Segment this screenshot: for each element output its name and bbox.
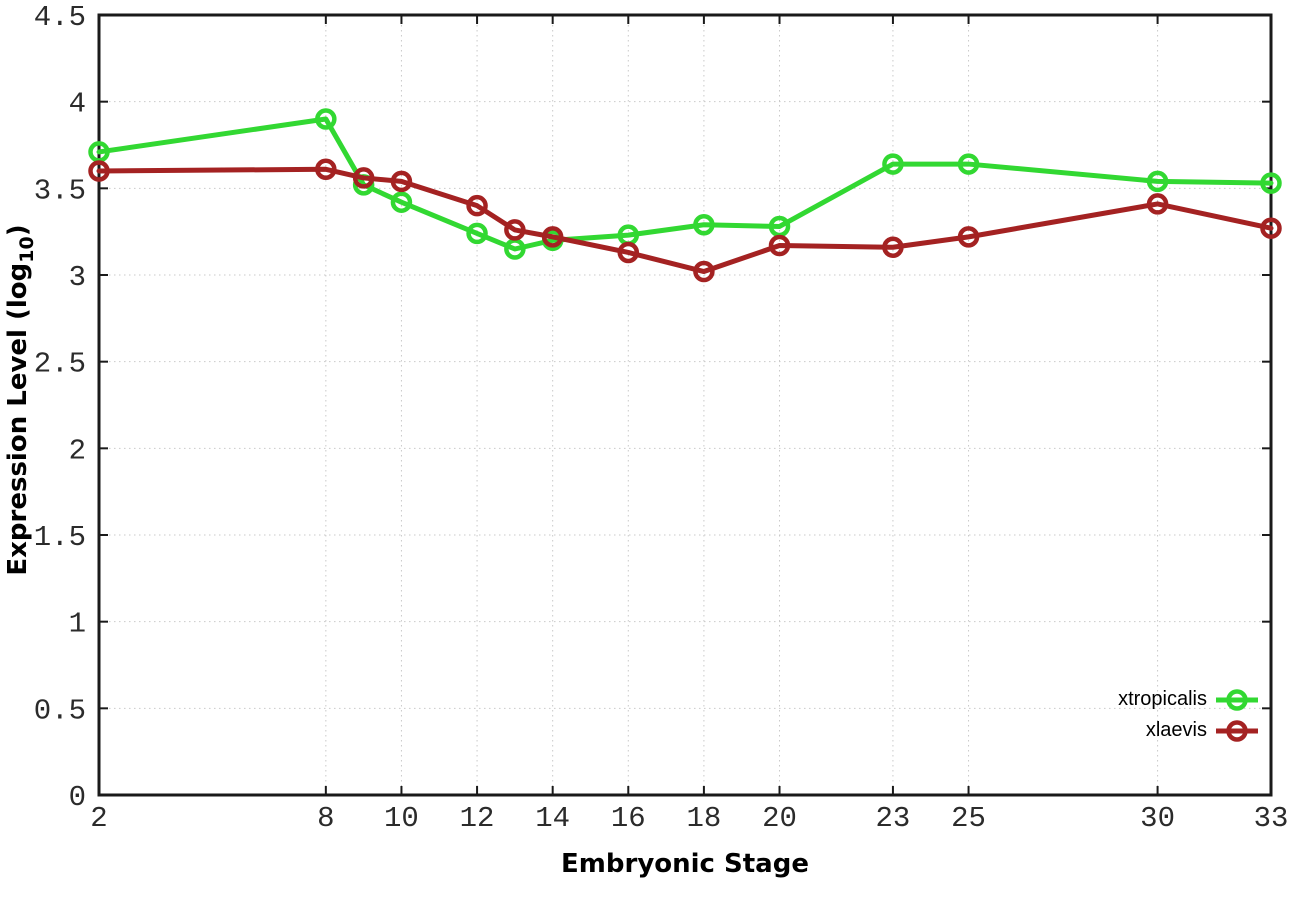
svg-text:Embryonic Stage: Embryonic Stage: [561, 849, 809, 879]
svg-text:8: 8: [317, 802, 334, 835]
svg-text:14: 14: [535, 802, 570, 835]
svg-text:2.5: 2.5: [34, 348, 86, 381]
svg-text:30: 30: [1140, 802, 1175, 835]
xlaevis-marker-icon: [1216, 719, 1258, 742]
svg-text:23: 23: [876, 802, 911, 835]
svg-text:12: 12: [460, 802, 495, 835]
svg-text:2: 2: [90, 802, 107, 835]
svg-text:0: 0: [69, 781, 86, 814]
svg-text:0.5: 0.5: [34, 694, 86, 727]
svg-text:4: 4: [69, 88, 86, 121]
svg-text:20: 20: [762, 802, 797, 835]
svg-text:33: 33: [1254, 802, 1289, 835]
legend: xtropicalis xlaevis: [1118, 684, 1260, 746]
legend-label-xlaevis: xlaevis: [1145, 719, 1207, 741]
svg-text:3.5: 3.5: [34, 174, 86, 207]
legend-item-xlaevis: xlaevis: [1118, 715, 1260, 746]
svg-text:18: 18: [686, 802, 721, 835]
legend-label-xtropicalis: xtropicalis: [1118, 688, 1207, 710]
svg-text:1.5: 1.5: [34, 521, 86, 554]
svg-text:25: 25: [951, 802, 986, 835]
svg-text:4.5: 4.5: [34, 1, 86, 34]
svg-text:1: 1: [69, 608, 86, 641]
svg-text:2: 2: [69, 434, 86, 467]
svg-text:Expression Level (log10): Expression Level (log10): [3, 224, 38, 575]
xtropicalis-marker-icon: [1216, 688, 1258, 711]
svg-text:10: 10: [384, 802, 419, 835]
legend-item-xtropicalis: xtropicalis: [1118, 684, 1260, 715]
svg-text:3: 3: [69, 261, 86, 294]
svg-text:16: 16: [611, 802, 646, 835]
